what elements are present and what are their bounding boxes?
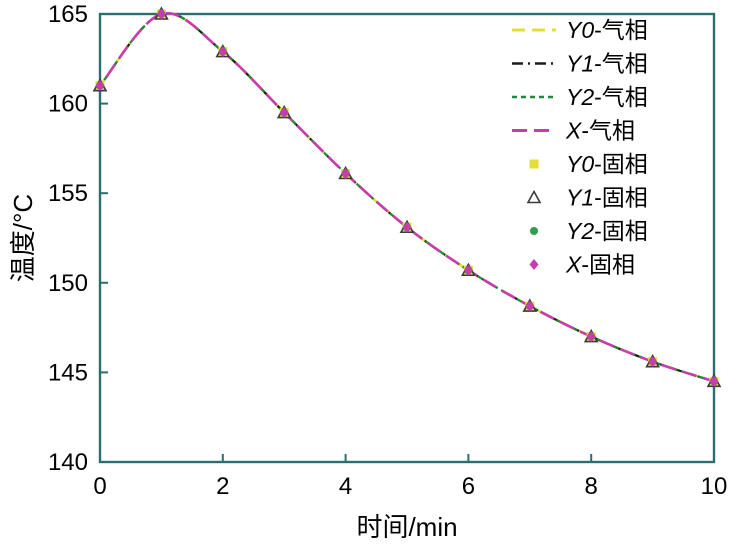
legend-label: Y1-固相: [566, 185, 648, 211]
y-tick-label: 160: [48, 91, 88, 118]
legend-item: Y2-固相: [530, 218, 648, 244]
diamond-marker-icon: [95, 80, 105, 92]
square-marker-icon: [529, 159, 539, 169]
diamond-marker-icon: [156, 8, 166, 20]
diamond-marker-icon: [586, 331, 596, 343]
legend-item: Y1-气相: [512, 51, 648, 77]
legend-label: Y0-气相: [566, 17, 648, 43]
circle-marker-icon: [530, 227, 538, 235]
legend: Y0-气相 Y1-气相 Y2-气相 X-气相 Y0-固相 Y1-固相 Y2-固相 X-固相: [512, 17, 648, 278]
diamond-marker-icon: [648, 356, 658, 368]
diamond-marker-icon: [341, 167, 351, 179]
legend-label: Y1-气相: [566, 51, 648, 77]
y-tick-label: 145: [48, 359, 88, 386]
legend-item: Y1-固相: [526, 185, 648, 211]
legend-item: Y0-固相: [529, 151, 648, 177]
x-tick-label: 6: [462, 473, 475, 500]
diamond-marker-icon: [463, 264, 473, 276]
legend-label: X-气相: [565, 118, 635, 144]
diamond-marker-icon: [218, 46, 228, 58]
triangle-marker-icon: [526, 189, 542, 204]
legend-label: Y2-气相: [566, 84, 648, 110]
x-tick-label: 2: [216, 473, 229, 500]
legend-item: Y2-气相: [512, 84, 648, 110]
y-tick-label: 155: [48, 180, 88, 207]
legend-label: Y0-固相: [566, 151, 648, 177]
plot-frame: [98, 12, 716, 464]
legend-item: X-气相: [512, 118, 635, 144]
y-tick-label: 165: [48, 1, 88, 28]
x-tick-label: 8: [585, 473, 598, 500]
diamond-marker-icon: [279, 107, 289, 119]
series-markers: [95, 8, 719, 387]
y-tick-label: 150: [48, 270, 88, 297]
y-tick-label: 140: [48, 449, 88, 476]
legend-item: X-固相: [529, 252, 635, 278]
series-line: [98, 11, 715, 383]
legend-label: Y2-固相: [566, 218, 648, 244]
x-tick-label: 10: [701, 473, 728, 500]
diamond-marker-icon: [402, 221, 412, 233]
y-axis-label: 温度/°C: [8, 194, 38, 282]
diamond-marker-icon: [709, 375, 719, 387]
diamond-marker-icon: [525, 300, 535, 312]
legend-label: X-固相: [565, 252, 635, 278]
legend-item: Y0-气相: [512, 17, 648, 43]
diamond-marker-icon: [529, 259, 539, 270]
x-tick-label: 0: [93, 473, 106, 500]
x-axis-label: 时间/min: [356, 512, 457, 542]
x-tick-label: 4: [339, 473, 352, 500]
